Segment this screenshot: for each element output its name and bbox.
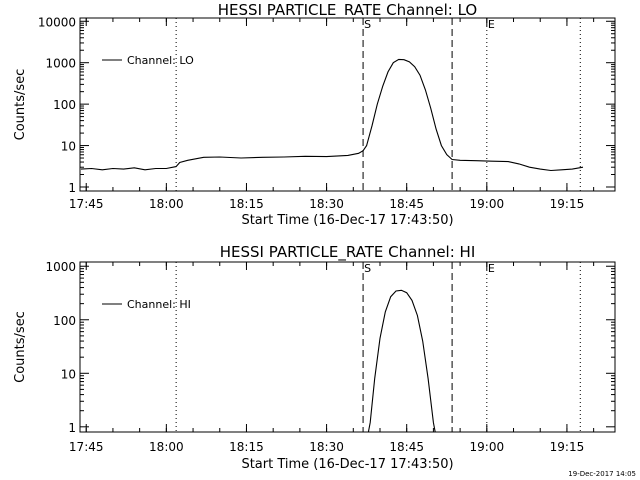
y-tick-label: 1 [68, 421, 76, 435]
y-tick-label: 100 [53, 314, 76, 328]
x-tick-label: 18:30 [309, 440, 344, 454]
y-tick-label: 1000 [45, 57, 76, 71]
x-tick-label: 17:45 [69, 440, 104, 454]
x-tick-label: 19:00 [470, 197, 505, 211]
time-marker-label: E [488, 262, 495, 275]
y-tick-label: 10 [61, 367, 76, 381]
time-marker-label: S [364, 18, 371, 31]
x-axis-label: Start Time (16-Dec-17 17:43:50) [241, 457, 453, 472]
y-axis-label: Counts/sec [13, 311, 28, 383]
chart-title: HESSI PARTICLE_RATE Channel: LO [218, 1, 477, 20]
x-tick-label: 19:00 [470, 440, 505, 454]
series-line [80, 58, 584, 172]
plot-frame [79, 261, 616, 433]
plot-timestamp: 19-Dec-2017 14:05 [568, 470, 636, 478]
y-tick-label: 1 [68, 181, 76, 195]
x-tick-label: 18:45 [389, 440, 424, 454]
legend-label: Channel: LO [127, 54, 194, 67]
x-tick-label: 18:30 [309, 197, 344, 211]
x-tick-label: 18:15 [229, 440, 264, 454]
x-tick-label: 19:15 [550, 440, 585, 454]
y-tick-label: 1000 [45, 260, 76, 274]
time-marker-label: S [364, 262, 371, 275]
x-axis-label: Start Time (16-Dec-17 17:43:50) [241, 213, 453, 228]
series-line [367, 289, 436, 432]
chart-title: HESSI PARTICLE_RATE Channel: HI [220, 243, 476, 262]
x-tick-label: 17:45 [69, 197, 104, 211]
x-tick-label: 18:00 [149, 440, 184, 454]
x-tick-label: 18:00 [149, 197, 184, 211]
plot-frame [79, 17, 616, 192]
time-marker-label: E [488, 18, 495, 31]
y-tick-label: 10000 [38, 15, 76, 29]
y-tick-label: 10 [61, 140, 76, 154]
y-axis-label: Counts/sec [13, 69, 28, 141]
x-tick-label: 19:15 [550, 197, 585, 211]
x-tick-label: 18:15 [229, 197, 264, 211]
legend-label: Channel: HI [127, 298, 191, 311]
x-tick-label: 18:45 [389, 197, 424, 211]
y-tick-label: 100 [53, 98, 76, 112]
